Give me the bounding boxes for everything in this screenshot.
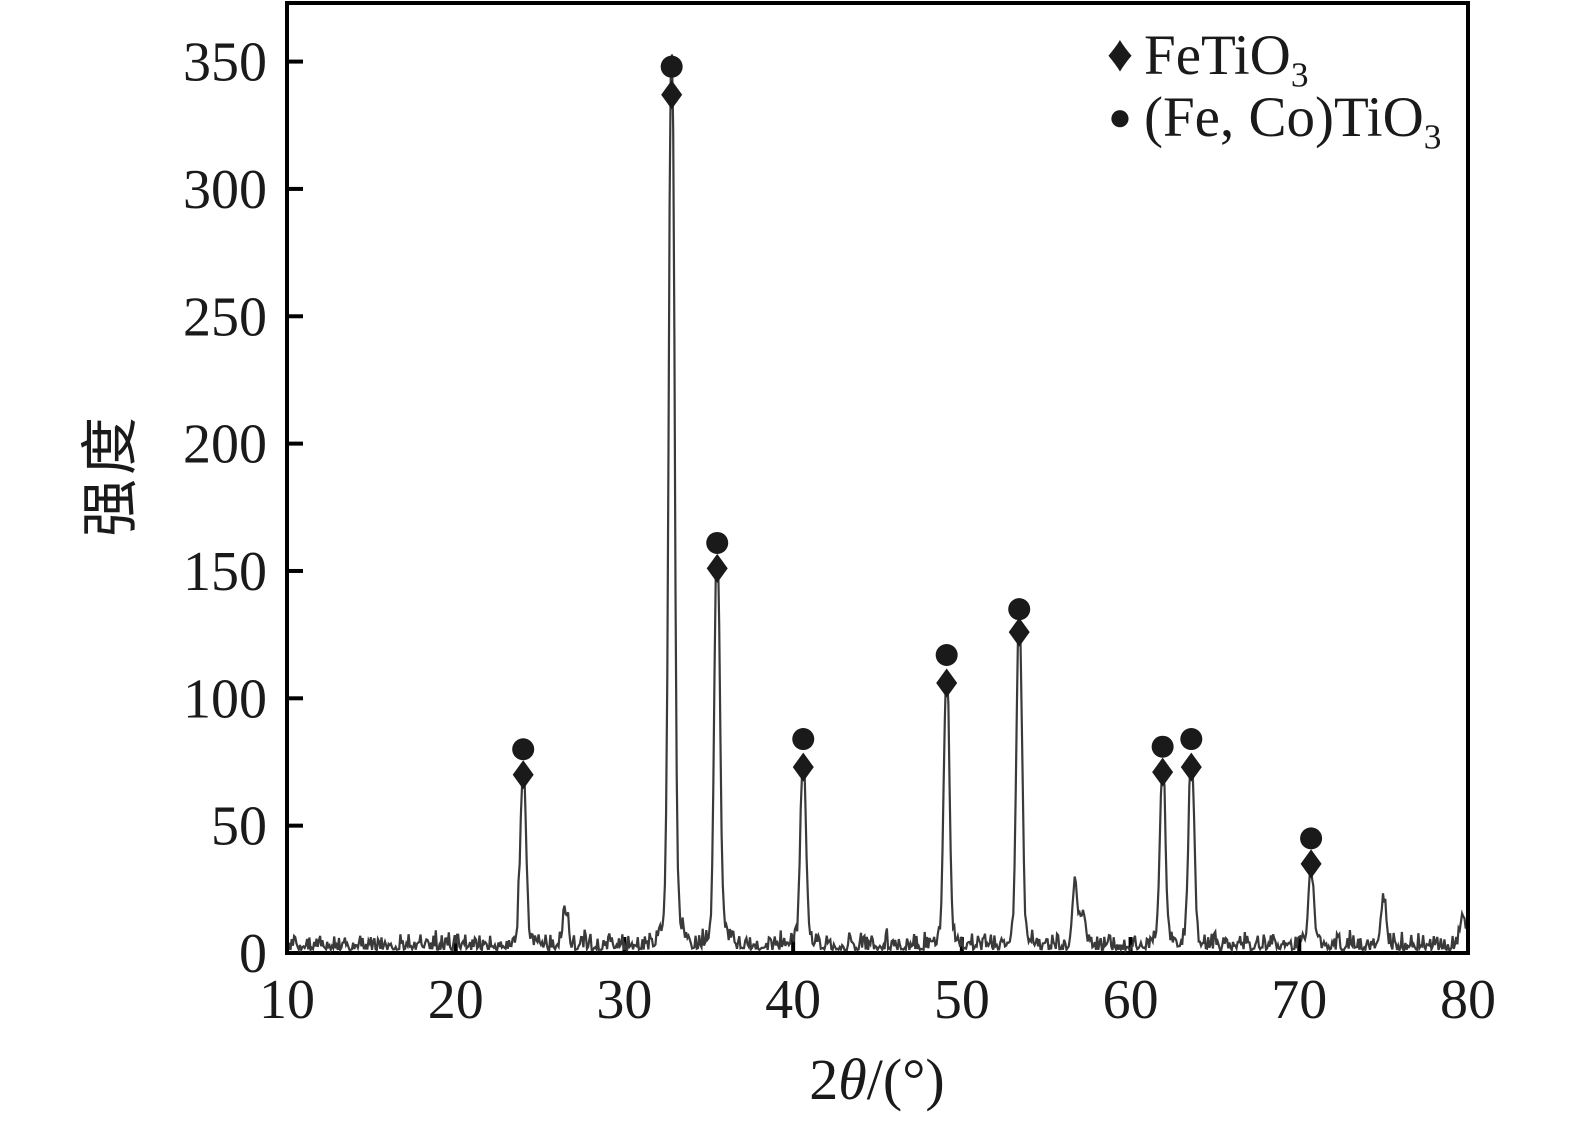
plot-border bbox=[285, 1, 1470, 955]
y-tick-label: 200 bbox=[183, 414, 267, 476]
circle-marker bbox=[1151, 735, 1174, 758]
y-tick-label: 300 bbox=[183, 159, 267, 221]
x-tick-label: 60 bbox=[1103, 969, 1159, 1031]
legend-label-fecotio3: (Fe, Co)TiO3 bbox=[1144, 85, 1442, 156]
circle-marker bbox=[1180, 728, 1203, 751]
x-axis-label-pre: 2 bbox=[809, 1047, 839, 1112]
diamond-marker-icon: ♦ bbox=[1106, 26, 1134, 83]
diamond-marker bbox=[1180, 752, 1202, 782]
x-axis-label-post: /(°) bbox=[866, 1047, 945, 1112]
x-tick-label: 10 bbox=[259, 969, 315, 1031]
legend-item-fetio3: ♦ FeTiO3 bbox=[1100, 23, 1441, 94]
y-tick-label: 150 bbox=[183, 541, 267, 603]
circle-marker bbox=[660, 55, 683, 78]
x-tick-label: 50 bbox=[934, 969, 990, 1031]
circle-marker bbox=[935, 644, 958, 667]
legend-item-fecotio3: ● (Fe, Co)TiO3 bbox=[1100, 85, 1442, 156]
x-tick-label: 30 bbox=[596, 969, 652, 1031]
x-tick-label: 80 bbox=[1440, 969, 1496, 1031]
x-axis-label-theta: θ bbox=[838, 1047, 867, 1112]
diamond-marker bbox=[1008, 617, 1030, 647]
xrd-trace bbox=[289, 54, 1466, 953]
legend: ♦ FeTiO3 ● (Fe, Co)TiO3 bbox=[1100, 23, 1442, 156]
x-axis-label: 2θ/(°) bbox=[809, 1046, 944, 1113]
y-tick-label: 100 bbox=[183, 668, 267, 730]
diamond-marker bbox=[792, 752, 814, 782]
x-tick-label: 70 bbox=[1271, 969, 1327, 1031]
circle-marker-icon: ● bbox=[1107, 94, 1133, 139]
x-tick-label: 40 bbox=[765, 969, 821, 1031]
diamond-marker bbox=[1300, 849, 1322, 879]
legend-label-fetio3: FeTiO3 bbox=[1144, 23, 1309, 94]
circle-marker bbox=[792, 728, 815, 751]
diamond-marker bbox=[512, 760, 534, 790]
y-tick-label: 250 bbox=[183, 286, 267, 348]
diamond-marker bbox=[706, 553, 728, 583]
diamond-marker bbox=[1152, 757, 1174, 787]
diamond-marker bbox=[936, 668, 958, 698]
x-tick-label: 20 bbox=[428, 969, 484, 1031]
y-tick-label: 350 bbox=[183, 32, 267, 94]
y-tick-label: 50 bbox=[211, 796, 267, 858]
circle-marker bbox=[512, 738, 535, 761]
circle-marker bbox=[1300, 827, 1323, 850]
circle-marker bbox=[706, 531, 729, 554]
y-axis-label: 强度 bbox=[78, 412, 143, 538]
y-tick-label: 0 bbox=[239, 923, 267, 985]
circle-marker bbox=[1008, 598, 1031, 621]
diamond-marker bbox=[661, 80, 683, 110]
